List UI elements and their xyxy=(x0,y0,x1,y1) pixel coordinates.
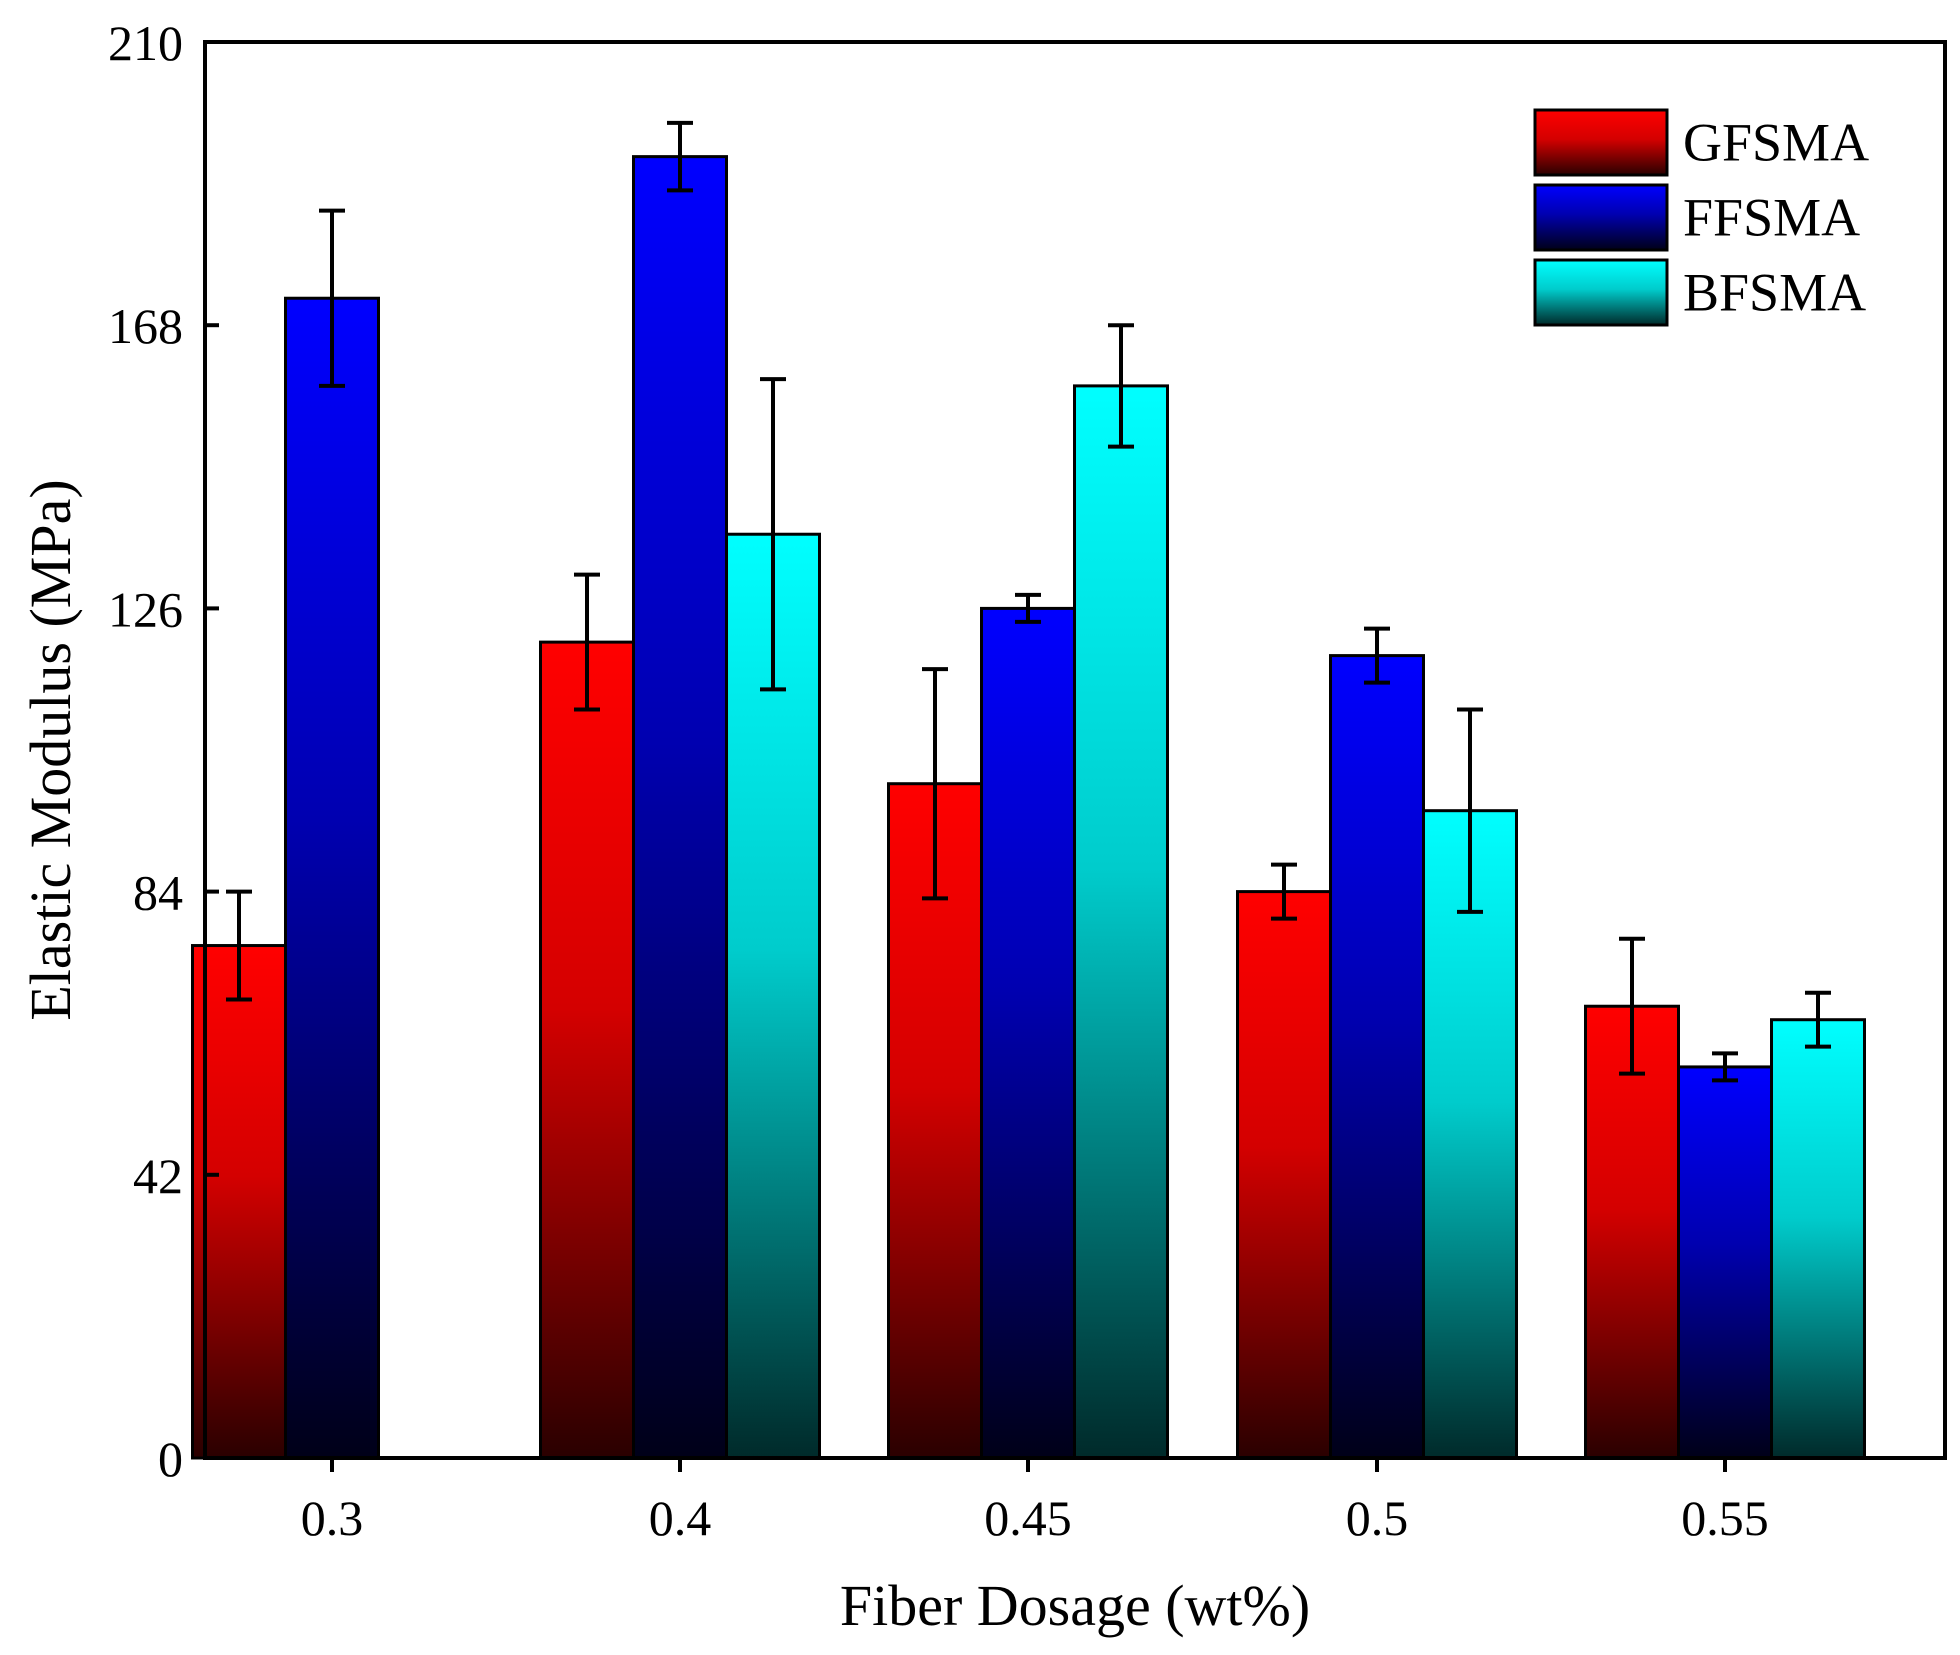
legend-label: BFSMA xyxy=(1683,263,1866,323)
bar-ffsma-0.5 xyxy=(1329,654,1425,1460)
bar-ffsma-0.45 xyxy=(980,606,1076,1460)
error-bar-gfsma-0.45 xyxy=(922,667,948,901)
plot-frame xyxy=(203,40,1947,1460)
legend-item-bfsma: BFSMA xyxy=(1533,258,1866,327)
legend-swatch-gfsma xyxy=(1533,108,1669,177)
y-axis-label: Elastic Modulus (MPa) xyxy=(18,479,83,1020)
y-tick-label: 126 xyxy=(108,581,183,637)
legend-swatch-ffsma xyxy=(1533,183,1669,252)
bar-ffsma-0.4 xyxy=(632,155,728,1460)
axis-layer: 0 42 84 126 168 210 0.3 0.4 0.45 0.5 0.55 xyxy=(108,15,1769,1546)
bar-ffsma-0.3 xyxy=(284,296,380,1460)
y-tick-label: 42 xyxy=(133,1148,183,1204)
x-tick-label: 0.45 xyxy=(984,1490,1072,1546)
y-tick-label: 0 xyxy=(158,1431,183,1487)
bar-gfsma-0.4 xyxy=(539,640,635,1460)
bar-bfsma-0.4 xyxy=(725,532,821,1460)
error-bar-ffsma-0.5 xyxy=(1364,626,1390,685)
x-axis-label: Fiber Dosage (wt%) xyxy=(840,1573,1310,1638)
legend-swatch-bfsma xyxy=(1533,258,1669,327)
error-bar-bfsma-0.55 xyxy=(1805,990,1831,1049)
x-tick-label: 0.5 xyxy=(1346,1490,1409,1546)
x-tick-label: 0.3 xyxy=(301,1490,364,1546)
error-bar-gfsma-0.5 xyxy=(1271,862,1297,921)
x-tick-label: 0.4 xyxy=(649,1490,712,1546)
error-bar-ffsma-0.45 xyxy=(1015,592,1041,624)
error-bar-ffsma-0.4 xyxy=(667,120,693,193)
legend-item-ffsma: FFSMA xyxy=(1533,183,1860,252)
x-tick-label: 0.55 xyxy=(1681,1490,1769,1546)
bars-layer xyxy=(191,155,1866,1460)
bar-gfsma-0.5 xyxy=(1236,890,1332,1460)
legend: GFSMA FFSMA BFSMA xyxy=(1533,108,1869,327)
error-bar-bfsma-0.4 xyxy=(760,377,786,692)
bar-bfsma-0.45 xyxy=(1073,384,1169,1460)
y-tick-label: 168 xyxy=(108,298,183,354)
y-tick-label: 210 xyxy=(108,15,183,71)
bar-gfsma-0.3 xyxy=(191,944,287,1460)
legend-item-gfsma: GFSMA xyxy=(1533,108,1869,177)
error-bar-gfsma-0.3 xyxy=(226,889,252,1002)
error-bar-bfsma-0.45 xyxy=(1108,323,1134,449)
legend-label: FFSMA xyxy=(1683,188,1860,248)
error-bar-ffsma-0.55 xyxy=(1712,1051,1738,1083)
error-bar-gfsma-0.4 xyxy=(574,572,600,712)
y-tick-label: 84 xyxy=(133,865,183,921)
legend-label: GFSMA xyxy=(1683,113,1869,173)
error-bar-bfsma-0.5 xyxy=(1457,707,1483,914)
bar-bfsma-0.55 xyxy=(1770,1018,1866,1460)
error-bar-gfsma-0.55 xyxy=(1619,936,1645,1076)
error-bars-layer xyxy=(226,120,1831,1083)
bar-ffsma-0.55 xyxy=(1677,1065,1773,1460)
error-bar-ffsma-0.3 xyxy=(319,208,345,388)
